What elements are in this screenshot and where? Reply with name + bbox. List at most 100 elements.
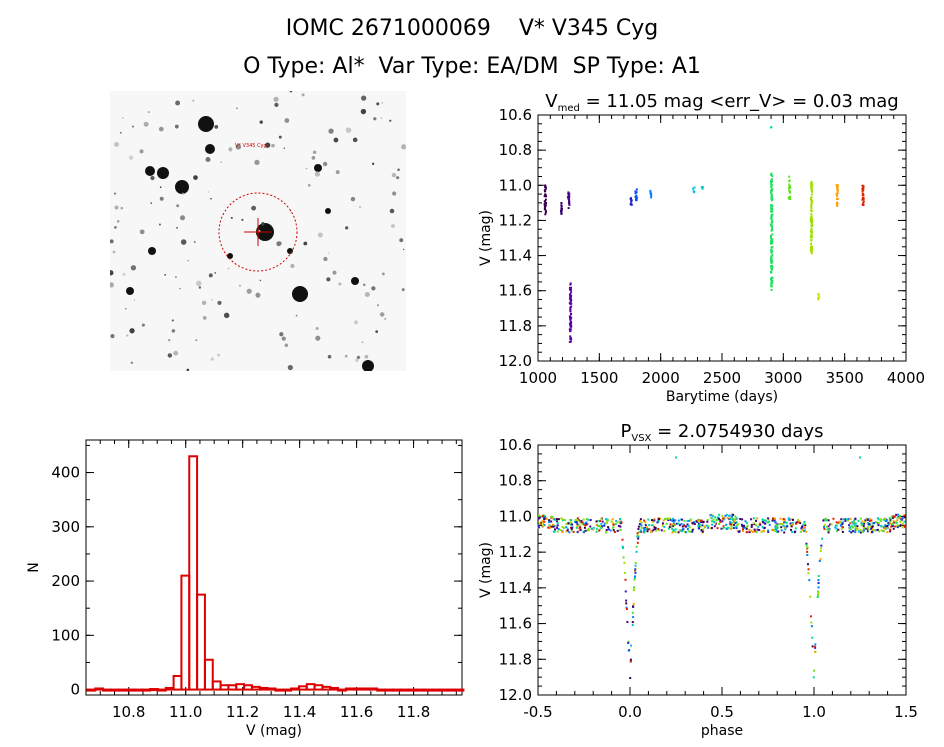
phased-point bbox=[722, 527, 725, 530]
lightcurve-point bbox=[788, 189, 791, 192]
phased-point bbox=[823, 523, 826, 526]
histogram-bar bbox=[188, 455, 199, 691]
phased-point bbox=[788, 517, 791, 520]
phased-point bbox=[735, 521, 738, 524]
phased-point bbox=[718, 513, 721, 516]
phased-point bbox=[709, 514, 712, 517]
phased-point bbox=[675, 456, 677, 459]
lightcurve-point bbox=[770, 210, 773, 213]
lightcurve-point bbox=[560, 202, 563, 205]
sky-star bbox=[284, 118, 290, 123]
phased-point bbox=[548, 525, 551, 528]
phased-point bbox=[817, 592, 820, 595]
phased-point bbox=[864, 527, 867, 530]
phased-point bbox=[699, 525, 702, 528]
phased-point bbox=[896, 519, 899, 522]
phased-point bbox=[862, 524, 865, 527]
phased-point bbox=[874, 521, 877, 524]
lightcurve-point bbox=[649, 191, 652, 194]
phased-point bbox=[896, 513, 899, 516]
sky-star bbox=[159, 186, 162, 189]
phased-point bbox=[712, 515, 715, 518]
phased-point bbox=[632, 605, 635, 608]
sky-star bbox=[335, 170, 340, 175]
lightcurve-ytick-label: 11.4 bbox=[499, 247, 532, 265]
lightcurve-point bbox=[635, 196, 638, 199]
phased-point bbox=[537, 517, 540, 520]
phased-point bbox=[693, 523, 696, 526]
sky-star bbox=[214, 271, 217, 274]
phased-point bbox=[724, 514, 727, 517]
phased-point bbox=[882, 526, 885, 529]
histogram-bar bbox=[391, 688, 402, 692]
phased-point bbox=[706, 520, 709, 523]
sky-star bbox=[208, 273, 213, 278]
histogram-ytick-label: 200 bbox=[51, 572, 80, 590]
phased-point bbox=[542, 525, 545, 528]
phased-point bbox=[743, 526, 746, 529]
phased-point bbox=[803, 521, 806, 524]
phased-point bbox=[623, 561, 626, 564]
phased-point bbox=[873, 529, 876, 532]
phased-point bbox=[604, 518, 607, 521]
phased-point bbox=[891, 524, 894, 527]
phased-point bbox=[646, 528, 649, 531]
lightcurve-point bbox=[862, 189, 865, 192]
phased-point bbox=[589, 519, 592, 522]
phased-point bbox=[757, 525, 760, 528]
phased-point bbox=[758, 529, 761, 532]
sky-star bbox=[150, 202, 153, 205]
phased-point bbox=[646, 526, 649, 529]
phased-point bbox=[869, 518, 872, 521]
lightcurve-point bbox=[569, 283, 572, 286]
lightcurve-point bbox=[770, 277, 773, 280]
phased-point bbox=[636, 534, 639, 537]
sky-star bbox=[196, 280, 202, 287]
phased-point bbox=[601, 525, 604, 528]
sky-star bbox=[333, 137, 339, 143]
phased-point bbox=[552, 517, 555, 520]
phased-point bbox=[784, 521, 787, 524]
sky-star bbox=[315, 327, 319, 330]
sky-star bbox=[314, 164, 322, 172]
lightcurve-ytick-label: 11.0 bbox=[499, 176, 532, 194]
sky-star bbox=[187, 259, 189, 262]
phased-point bbox=[650, 530, 653, 533]
phased-point bbox=[607, 528, 610, 531]
sky-star bbox=[251, 205, 257, 211]
phased-point bbox=[590, 527, 593, 530]
phased-point bbox=[753, 528, 756, 531]
histogram-bar bbox=[94, 687, 105, 691]
phased-point bbox=[746, 524, 749, 527]
lightcurve-point bbox=[544, 208, 547, 211]
lightcurve-point bbox=[560, 209, 563, 212]
phased-point bbox=[543, 516, 546, 519]
histogram-bar bbox=[446, 688, 457, 692]
phased-point bbox=[634, 568, 637, 571]
histogram-xlabel: V (mag) bbox=[246, 723, 302, 739]
phased-point bbox=[834, 524, 837, 527]
phased-point bbox=[701, 524, 704, 527]
phased-point bbox=[629, 677, 632, 680]
phased-point bbox=[871, 528, 874, 531]
phased-point bbox=[600, 523, 603, 526]
phased-point bbox=[766, 521, 769, 524]
phased-point bbox=[568, 531, 571, 534]
phased-point bbox=[825, 519, 828, 522]
phased-point bbox=[556, 524, 559, 527]
sky-star bbox=[110, 239, 114, 244]
sky-star bbox=[344, 354, 348, 358]
phased-point bbox=[827, 525, 830, 528]
phased-point bbox=[803, 526, 806, 529]
phased-point bbox=[624, 571, 627, 574]
sky-star bbox=[205, 157, 211, 162]
phased-point bbox=[866, 522, 869, 525]
phased-point bbox=[596, 519, 599, 522]
lightcurve-point bbox=[861, 198, 864, 201]
lightcurve-point bbox=[771, 219, 774, 222]
phased-point bbox=[903, 516, 906, 519]
phased-point bbox=[767, 520, 770, 523]
phased-point bbox=[570, 529, 573, 532]
phased-point bbox=[886, 524, 889, 527]
lightcurve-point bbox=[810, 206, 813, 209]
